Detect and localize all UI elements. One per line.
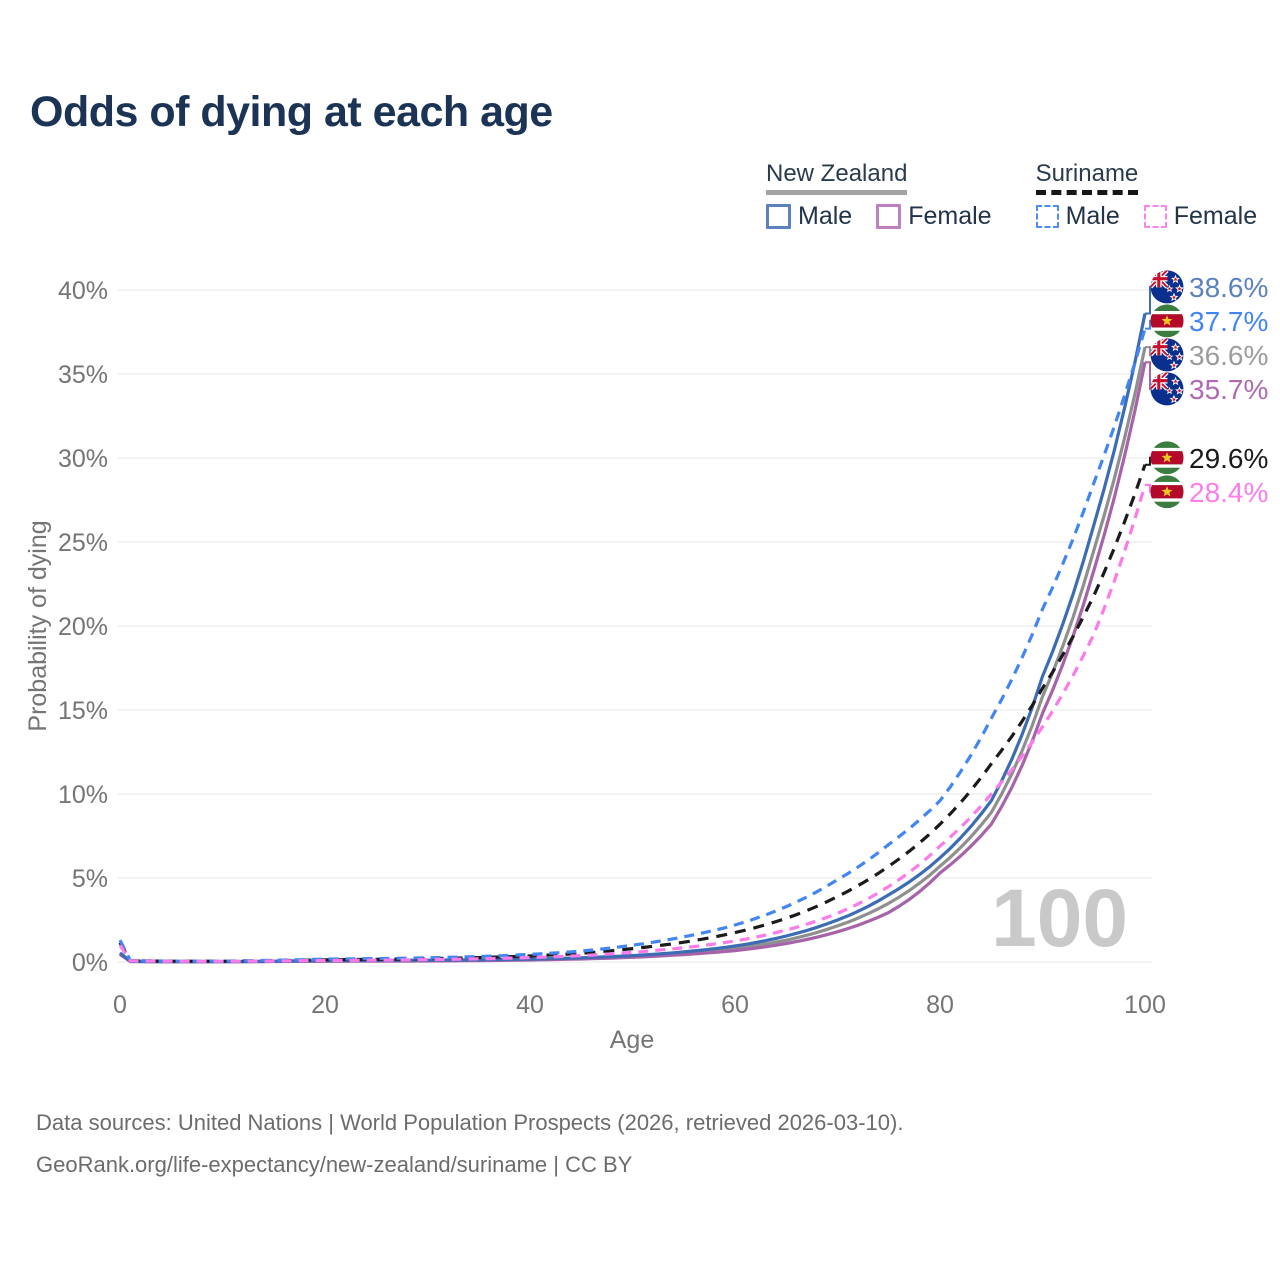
legend-item-new-zealand-male: Male: [766, 202, 852, 231]
x-tick-20: 20: [311, 991, 339, 1019]
y-tick-10: 10%: [58, 781, 108, 809]
y-tick-30: 30%: [58, 445, 108, 473]
flag-new-zealand-icon: [1150, 338, 1184, 372]
x-tick-0: 0: [113, 991, 127, 1019]
footer-attribution: GeoRank.org/life-expectancy/new-zealand/…: [36, 1152, 633, 1177]
y-tick-25: 25%: [58, 529, 108, 557]
y-tick-15: 15%: [58, 697, 108, 725]
series-line-new-zealand-both-sexes: [119, 346, 1147, 964]
flag-suriname-icon: [1150, 304, 1184, 338]
y-tick-0: 0%: [72, 949, 108, 977]
x-axis-title: Age: [610, 1026, 654, 1054]
legend-swatch-new-zealand-male: [766, 203, 791, 229]
legend-group-new-zealand: New Zealand Male Female: [766, 160, 992, 231]
legend-item-suriname-male: Male: [1035, 201, 1120, 231]
legend-label: Male: [1065, 201, 1120, 230]
y-axis-title: Probability of dying: [24, 520, 52, 731]
flag-suriname-icon: [1150, 441, 1184, 475]
legend-swatch-suriname-male: [1035, 204, 1059, 228]
series-line-suriname-female: [118, 484, 1147, 963]
legend-item-suriname-female: Female: [1143, 201, 1258, 231]
legend-country-suriname: Suriname: [1035, 160, 1139, 195]
endpoint-label-layer: 38.6%37.7%36.6%35.7% 29.6%28.4%: [1145, 270, 1268, 509]
legend-item-new-zealand-female: Female: [876, 201, 992, 231]
footer: Data sources: United Nations | World Pop…: [36, 1102, 903, 1186]
flag-new-zealand-icon: [1150, 270, 1184, 304]
end-value-new-zealand-male: 38.6%: [1189, 272, 1268, 303]
end-value-suriname-both-sexes: 29.6%: [1189, 443, 1268, 474]
series-line-new-zealand-male: [118, 313, 1147, 964]
y-tick-20: 20%: [58, 613, 108, 641]
x-tick-80: 80: [926, 991, 954, 1019]
x-tick-60: 60: [721, 991, 749, 1019]
legend-country-new-zealand: New Zealand: [766, 160, 908, 195]
legend-swatch-new-zealand-female: [876, 203, 902, 229]
chart-legend: New Zealand Male Female Suriname Male Female: [766, 160, 1257, 231]
end-value-new-zealand-both-sexes: 36.6%: [1189, 340, 1268, 371]
legend-label: Female: [1173, 201, 1258, 230]
series-line-suriname-male: [118, 328, 1147, 963]
flag-new-zealand-icon: [1150, 372, 1184, 406]
end-value-suriname-female: 28.4%: [1189, 477, 1268, 508]
series-layer: [118, 313, 1147, 964]
x-tick-100: 100: [1124, 991, 1166, 1019]
footer-data-sources: Data sources: United Nations | World Pop…: [36, 1110, 904, 1135]
end-value-suriname-male: 37.7%: [1189, 306, 1268, 337]
y-tick-35: 35%: [58, 361, 108, 389]
y-tick-5: 5%: [72, 865, 108, 893]
legend-swatch-suriname-female: [1143, 204, 1167, 228]
x-tick-40: 40: [516, 991, 544, 1019]
legend-group-suriname: Suriname Male Female: [1035, 160, 1258, 231]
y-tick-40: 40%: [58, 277, 108, 305]
age-frame-watermark: 100: [991, 873, 1128, 964]
legend-label: Female: [908, 201, 992, 230]
page-title: Odds of dying at each age: [30, 88, 553, 136]
series-line-new-zealand-female: [119, 361, 1147, 964]
grid-layer: 0% 5% 10% 15% 20% 25% 30% 35% 40% 0 20 40 60 80 100: [58, 277, 1166, 1019]
flag-suriname-icon: [1150, 475, 1184, 509]
end-value-new-zealand-female: 35.7%: [1189, 374, 1268, 405]
legend-label: Male: [798, 201, 853, 230]
